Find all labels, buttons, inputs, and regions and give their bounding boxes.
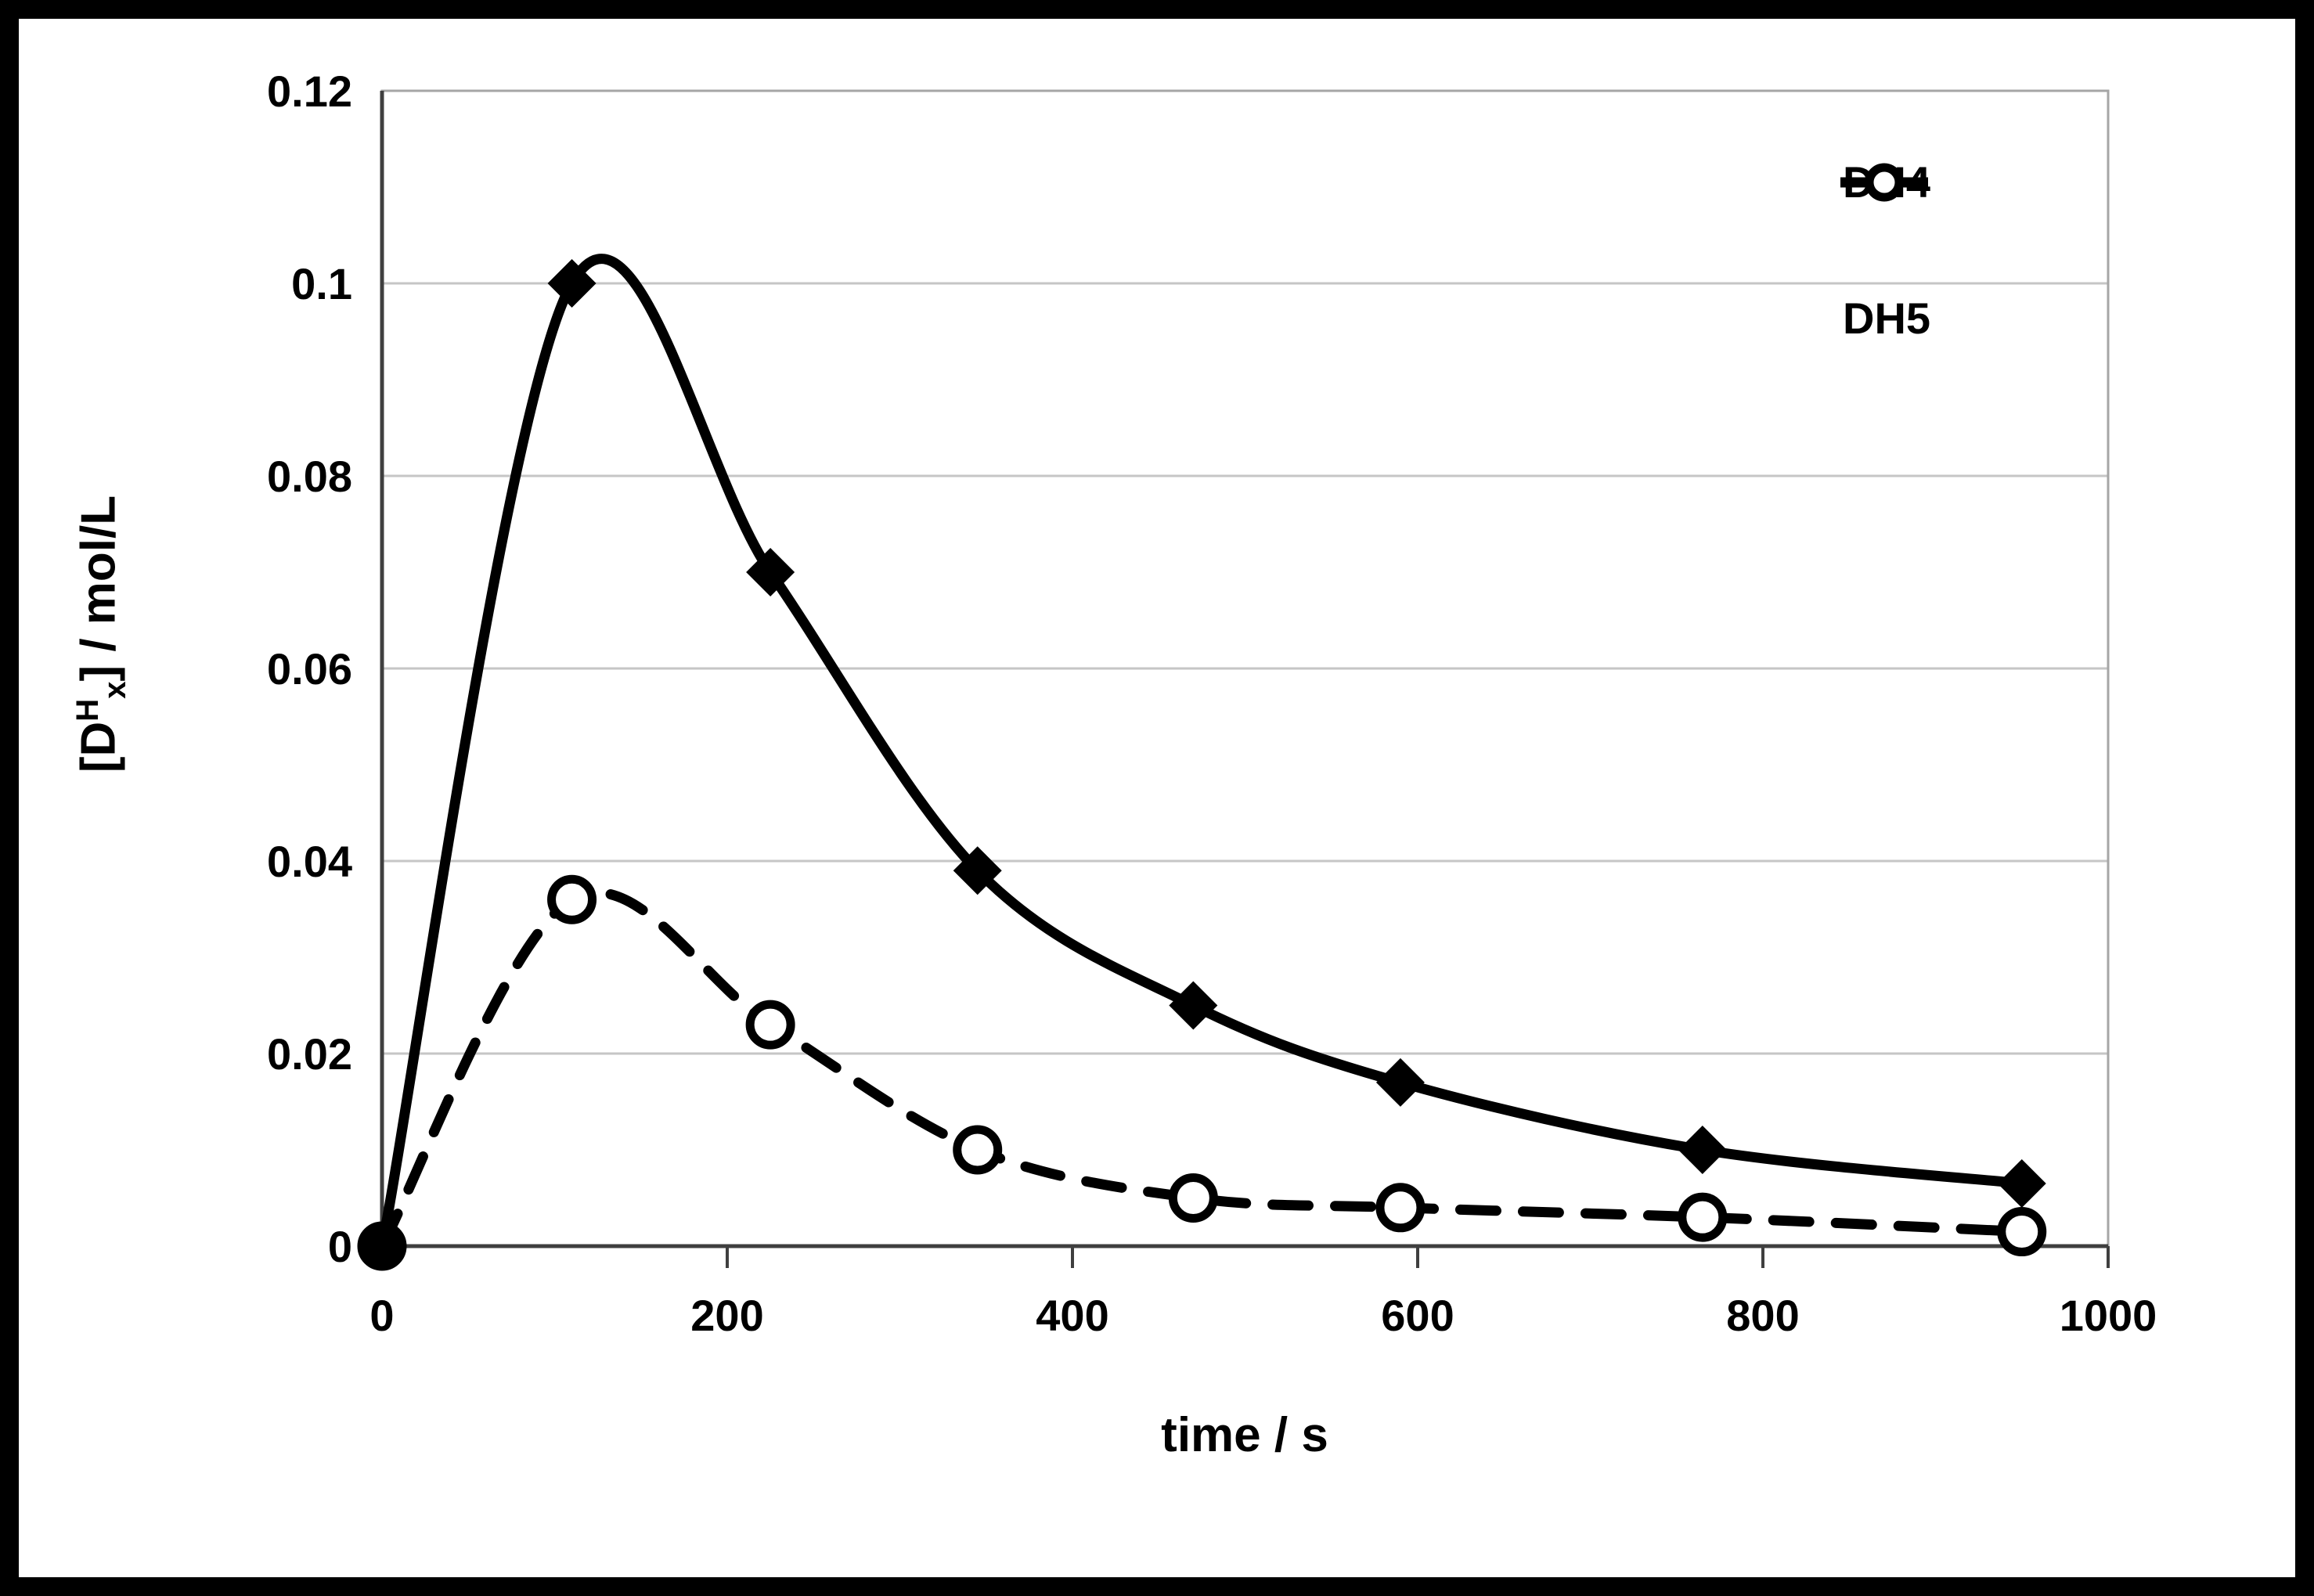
dh4-marker-470 (1169, 981, 1218, 1030)
dh5-marker-765 (1678, 1192, 1728, 1242)
x-axis-title: time / s (1161, 1408, 1328, 1462)
x-tick-label-400: 400 (1036, 1291, 1108, 1340)
chart-legend: DH4 DH5 (1838, 159, 1930, 431)
dh5-marker-225 (745, 1000, 795, 1050)
dh4-marker-765 (1678, 1126, 1727, 1174)
dh4-marker-225 (746, 548, 795, 596)
x-tick-label-200: 200 (690, 1291, 763, 1340)
y-axis-title-subscript: x (98, 681, 133, 699)
y-tick-label-0.06: 0.06 (267, 644, 352, 694)
dh4-marker-590 (1375, 1057, 1425, 1107)
y-tick-label-0: 0 (328, 1222, 352, 1271)
y-axis-title-superscript: H (70, 698, 105, 722)
y-axis-title-post: ] / mol/L (71, 495, 126, 682)
y-tick-label-0.12: 0.12 (267, 67, 352, 116)
dh5-marker-470 (1168, 1173, 1218, 1223)
dh4-curve (377, 254, 2027, 1252)
dh4-marker-345 (953, 846, 1002, 895)
y-tick-label-0.04: 0.04 (267, 837, 352, 886)
y-axis-title: [DHx] / mol/L (70, 495, 133, 773)
x-tick-label-800: 800 (1726, 1291, 1799, 1340)
y-tick-label-0.08: 0.08 (267, 452, 352, 501)
dh4-marker-950 (1997, 1159, 2046, 1209)
y-tick-label-0.1: 0.1 (291, 259, 352, 308)
dh5-marker-590 (1375, 1183, 1426, 1233)
dh5-marker-345 (953, 1125, 1003, 1175)
y-axis-title-pre: [D (71, 721, 126, 773)
x-tick-label-1000: 1000 (2060, 1291, 2157, 1340)
dh4-marker-0 (358, 1222, 406, 1270)
dh5-dashed-line-circle-icon (1840, 163, 1928, 202)
y-tick-label-0.02: 0.02 (267, 1029, 352, 1079)
x-tick-label-600: 600 (1381, 1291, 1454, 1340)
legend-label-dh5: DH5 (1843, 294, 1931, 343)
dh5-marker-110 (547, 874, 597, 924)
legend-item-dh5: DH5 (1838, 163, 1931, 343)
dh5-marker-950 (1997, 1207, 2047, 1257)
x-tick-label-0: 0 (369, 1291, 394, 1340)
dh4-marker-110 (547, 259, 597, 308)
